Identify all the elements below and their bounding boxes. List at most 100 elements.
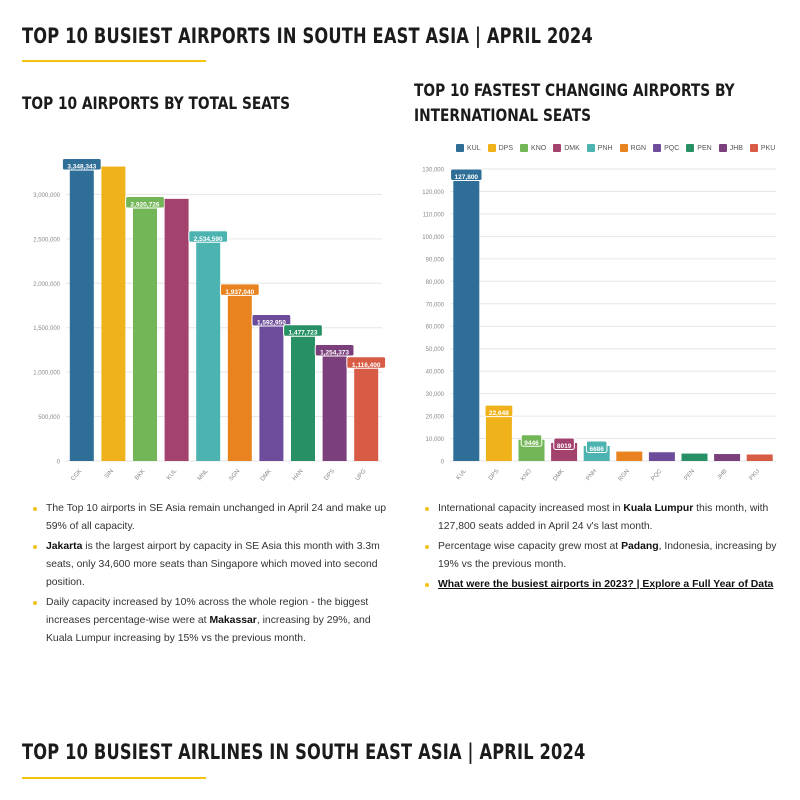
x-tick-label: UPG <box>355 468 368 482</box>
y-tick-label: 0 <box>57 460 61 466</box>
legend-label: PNH <box>597 144 613 152</box>
x-tick-label: SGN <box>228 468 241 482</box>
bar-jhb[interactable] <box>714 454 741 461</box>
x-tick-label: PNH <box>585 468 598 482</box>
data-label: 1,254,373 <box>320 350 349 357</box>
data-label: 2,920,726 <box>131 201 160 208</box>
legend-item-kul[interactable]: KUL <box>456 144 481 152</box>
data-label-bg <box>125 195 165 209</box>
x-tick-label: DPS <box>324 468 337 481</box>
right-insights-list: International capacity increased most in… <box>422 500 790 596</box>
legend-item-rgn[interactable]: RGN <box>619 144 646 152</box>
x-tick-label: PQC <box>650 468 663 482</box>
legend-label: PEN <box>697 144 712 152</box>
list-item: Jakarta is the largest airport by capaci… <box>30 538 400 592</box>
bar-dps[interactable] <box>322 349 347 461</box>
data-label-bg <box>450 168 483 181</box>
chart-legend: KUL DPS KNO DMK PNH RGN PQC PEN JHB PKU <box>456 144 775 152</box>
bar-bkk[interactable] <box>133 201 157 461</box>
page-title: TOP 10 BUSIEST AIRPORTS IN SOUTH EAST AS… <box>22 24 593 48</box>
bar-pen[interactable] <box>681 453 708 461</box>
y-tick-label: 3,000,000 <box>33 193 60 199</box>
bar-cgk[interactable] <box>69 163 94 461</box>
x-tick-label: DMK <box>260 468 273 482</box>
bar-han[interactable] <box>291 329 315 461</box>
legend-item-pqc[interactable]: PQC <box>653 144 679 152</box>
data-label-bg <box>520 434 543 447</box>
bar-kul[interactable] <box>164 198 189 461</box>
data-label: 127,800 <box>455 174 479 181</box>
legend-swatch <box>718 144 727 152</box>
x-tick-label: PEN <box>684 468 697 481</box>
bar-pku[interactable] <box>746 454 773 461</box>
legend-label: KUL <box>467 144 481 152</box>
bar-upg[interactable] <box>354 361 379 461</box>
legend-swatch <box>487 144 496 152</box>
data-label: 1,937,040 <box>225 289 254 296</box>
y-tick-label: 100,000 <box>422 235 444 241</box>
y-tick-label: 60,000 <box>426 325 445 331</box>
explore-2023-link[interactable]: What were the busiest airports in 2023? … <box>438 579 774 590</box>
y-tick-label: 130,000 <box>422 168 444 174</box>
x-tick-label: KUL <box>456 468 469 481</box>
legend-swatch <box>619 144 628 152</box>
international-seats-bar-chart: 0 10,000 20,000 30,000 40,000 50,000 60,000 70,… <box>422 168 776 483</box>
legend-item-pen[interactable]: PEN <box>686 144 712 152</box>
y-tick-label: 1,500,000 <box>33 326 60 332</box>
bar-pqc[interactable] <box>648 452 675 461</box>
y-tick-label: 30,000 <box>426 392 445 398</box>
data-label-bg <box>553 437 575 450</box>
y-tick-label: 0 <box>441 460 445 466</box>
x-tick-label: MNL <box>197 468 210 482</box>
x-tick-label: JHB <box>717 468 729 481</box>
data-label: 3,348,343 <box>67 163 96 170</box>
list-item: Daily capacity increased by 10% across t… <box>30 594 400 648</box>
legend-item-kno[interactable]: KNO <box>520 144 546 152</box>
bar-kul[interactable] <box>453 173 480 462</box>
data-label: 6686 <box>589 446 604 453</box>
y-tick-label: 500,000 <box>38 415 60 421</box>
data-label-bg <box>314 344 355 357</box>
x-tick-label: DMK <box>552 468 565 482</box>
y-tick-label: 2,000,000 <box>33 282 60 288</box>
title-underline <box>22 60 206 62</box>
legend-label: PKU <box>760 144 776 152</box>
data-label: 1,116,400 <box>352 362 381 369</box>
legend-label: DMK <box>564 144 580 152</box>
bar-rgn[interactable] <box>616 451 643 461</box>
legend-label: DPS <box>498 144 514 152</box>
legend-label: PQC <box>664 144 680 152</box>
data-label: 22,648 <box>489 410 509 417</box>
bar-sgn[interactable] <box>227 288 252 461</box>
legend-item-pku[interactable]: PKU <box>749 144 776 152</box>
highlight-text: Jakarta <box>46 541 83 552</box>
legend-item-pnh[interactable]: PNH <box>586 144 613 152</box>
legend-item-dmk[interactable]: DMK <box>553 144 580 152</box>
x-tick-label: KNO <box>520 468 533 482</box>
data-label-bg <box>346 356 387 369</box>
x-tick-label: DPS <box>488 468 501 481</box>
data-label: 1,477,723 <box>289 330 318 337</box>
y-tick-label: 20,000 <box>426 415 445 421</box>
legend-swatch <box>653 144 662 152</box>
bar-mnl[interactable] <box>196 235 221 461</box>
left-chart-title: TOP 10 AIRPORTS BY TOTAL SEATS <box>22 94 291 114</box>
list-item: International capacity increased most in… <box>422 500 790 536</box>
section-title: TOP 10 BUSIEST AIRLINES IN SOUTH EAST AS… <box>22 740 586 764</box>
left-insights-list: The Top 10 airports in SE Asia remain un… <box>30 500 400 650</box>
bar-dps[interactable] <box>485 410 512 461</box>
legend-item-dps[interactable]: DPS <box>487 144 514 152</box>
x-tick-label: BKK <box>134 468 146 481</box>
y-tick-label: 40,000 <box>426 370 445 376</box>
y-tick-label: 2,500,000 <box>33 237 60 243</box>
legend-item-jhb[interactable]: JHB <box>718 144 743 152</box>
bar-sin[interactable] <box>101 166 126 461</box>
data-label: 2,534,590 <box>194 236 223 243</box>
bar-dmk[interactable] <box>259 319 284 461</box>
x-tick-label: SIN <box>104 468 115 480</box>
y-tick-label: 1,000,000 <box>33 371 60 377</box>
list-item: Percentage wise capacity grew most at Pa… <box>422 538 790 574</box>
data-label-bg <box>219 283 260 296</box>
y-tick-label: 10,000 <box>426 437 445 443</box>
right-chart-title-line2: INTERNATIONAL SEATS <box>414 106 592 126</box>
